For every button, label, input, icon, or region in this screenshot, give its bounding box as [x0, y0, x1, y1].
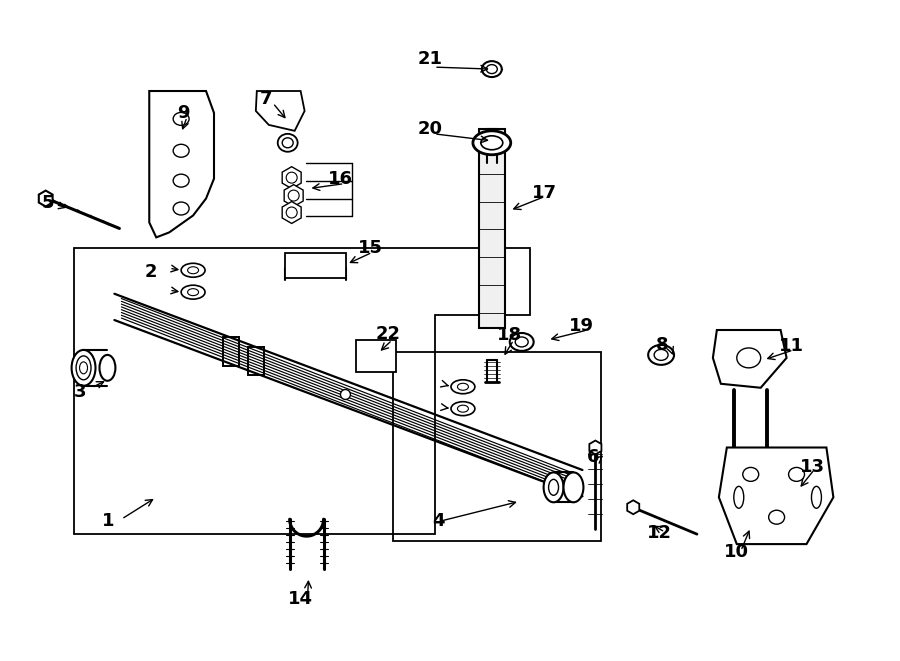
Text: 7: 7 — [259, 90, 272, 108]
Bar — [356, 340, 396, 372]
Text: 3: 3 — [73, 383, 86, 401]
Text: 17: 17 — [532, 184, 557, 202]
Bar — [223, 337, 238, 366]
Text: 8: 8 — [656, 336, 669, 354]
Ellipse shape — [509, 333, 534, 351]
Text: 9: 9 — [177, 104, 189, 122]
Bar — [479, 129, 505, 328]
Text: 20: 20 — [418, 120, 443, 138]
Polygon shape — [713, 330, 787, 388]
Ellipse shape — [648, 345, 674, 365]
Text: 5: 5 — [41, 194, 54, 212]
Text: 22: 22 — [376, 325, 400, 343]
Text: 1: 1 — [103, 512, 114, 530]
Text: 6: 6 — [587, 448, 599, 467]
Text: 15: 15 — [358, 239, 382, 257]
Text: 4: 4 — [432, 512, 445, 530]
Text: 21: 21 — [418, 50, 443, 68]
Ellipse shape — [340, 389, 350, 399]
Ellipse shape — [278, 134, 298, 152]
Ellipse shape — [72, 350, 95, 386]
Text: 2: 2 — [145, 263, 158, 281]
Bar — [284, 253, 346, 278]
Ellipse shape — [100, 355, 115, 381]
Polygon shape — [256, 91, 304, 131]
Text: 18: 18 — [497, 326, 522, 344]
Text: 14: 14 — [288, 590, 313, 608]
Ellipse shape — [482, 61, 502, 77]
Bar — [248, 346, 264, 375]
Text: 19: 19 — [569, 317, 594, 335]
Ellipse shape — [451, 380, 475, 394]
Ellipse shape — [181, 285, 205, 299]
Ellipse shape — [472, 131, 510, 155]
Text: 12: 12 — [646, 524, 671, 542]
Ellipse shape — [451, 402, 475, 416]
Text: 10: 10 — [724, 543, 750, 561]
Text: 16: 16 — [328, 170, 353, 188]
Text: 11: 11 — [779, 337, 804, 355]
Polygon shape — [149, 91, 214, 237]
Ellipse shape — [563, 473, 583, 502]
Ellipse shape — [181, 263, 205, 277]
Text: 13: 13 — [800, 459, 825, 477]
Ellipse shape — [544, 473, 563, 502]
Polygon shape — [719, 447, 833, 544]
